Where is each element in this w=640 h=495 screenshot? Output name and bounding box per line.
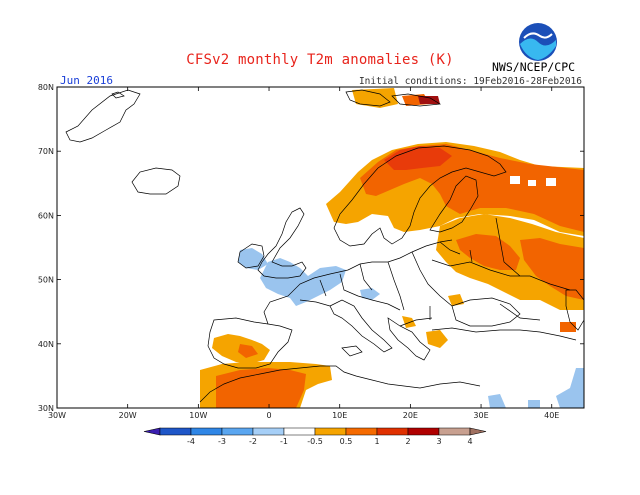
lat-tick-label: 80N: [38, 83, 54, 92]
colorbar-segment: [469, 427, 487, 436]
anomaly-region: [402, 316, 416, 328]
anomaly-region: [528, 400, 540, 408]
axis-ticks: 30W 20W 10W 0 10E 20E 30E 40E 30N 40N 50N 60N 70N 80N: [38, 83, 584, 420]
colorbar-segment: [143, 427, 161, 436]
colorbar-segment: [159, 427, 192, 436]
colorbar-label: 1: [374, 437, 379, 446]
anomaly-region: [488, 394, 506, 408]
colorbar-segment: [407, 427, 440, 436]
lon-tick-label: 10W: [189, 411, 207, 420]
forecast-month: Jun 2016: [60, 74, 113, 87]
lon-tick-label: 10E: [332, 411, 347, 420]
anomaly-region: [360, 288, 380, 300]
anomaly-gap: [528, 180, 536, 186]
lat-tick-label: 30N: [38, 404, 54, 413]
colorbar-label: 2: [405, 437, 410, 446]
colorbar-segment: [345, 427, 378, 436]
colorbar-label: -3: [218, 437, 226, 446]
initial-conditions: Initial conditions: 19Feb2016-28Feb2016: [358, 76, 582, 87]
colorbar-segment: [190, 427, 223, 436]
colorbar-label: -1: [280, 437, 288, 446]
anomaly-region: [556, 368, 584, 408]
anomaly-region: [560, 322, 576, 332]
colorbar-label: 4: [467, 437, 472, 446]
anomaly-region: [238, 344, 258, 358]
anomaly-region: [520, 238, 584, 300]
anomaly-region: [260, 258, 346, 306]
colorbar-label: -0.5: [307, 437, 323, 446]
lon-tick-label: 30E: [473, 411, 488, 420]
anomaly-gap: [510, 176, 520, 184]
colorbar-segment: [314, 427, 347, 436]
anomaly-gap: [546, 178, 556, 186]
chart-title: CFSv2 monthly T2m anomalies (K): [186, 52, 454, 68]
colorbar-segment: [221, 427, 254, 436]
anomaly-region: [384, 146, 452, 170]
lon-tick-label: 30W: [48, 411, 66, 420]
org-label: NWS/NCEP/CPC: [492, 60, 576, 74]
anomaly-region: [352, 88, 398, 108]
lon-tick-label: 40E: [544, 411, 559, 420]
coastlines: [65, 89, 584, 403]
anomaly-region: [426, 330, 448, 348]
anomaly-region: [216, 368, 306, 408]
anomaly-region: [418, 96, 440, 104]
lat-tick-label: 70N: [38, 147, 54, 156]
colorbar-segment: [252, 427, 285, 436]
colorbar-segment: [376, 427, 409, 436]
lon-tick-label: 0: [266, 411, 271, 420]
anomaly-region: [448, 294, 464, 306]
lat-tick-label: 50N: [38, 276, 54, 285]
colorbar-segment: [438, 427, 471, 436]
colorbar-label: 3: [436, 437, 441, 446]
colorbar: -4 -3 -2 -1 -0.5 0.5 1 2 3 4: [143, 427, 487, 446]
lat-tick-label: 60N: [38, 211, 54, 220]
lon-tick-label: 20W: [119, 411, 137, 420]
colorbar-segment: [283, 427, 316, 436]
colorbar-label: -4: [187, 437, 195, 446]
colorbar-label: -2: [249, 437, 257, 446]
lat-tick-label: 40N: [38, 340, 54, 349]
colorbar-label: 0.5: [340, 437, 353, 446]
map-content: [65, 88, 584, 408]
map-frame: [56, 86, 585, 409]
lon-tick-label: 20E: [403, 411, 418, 420]
noaa-logo-icon: [519, 23, 557, 61]
anomaly-cells: [200, 88, 584, 408]
